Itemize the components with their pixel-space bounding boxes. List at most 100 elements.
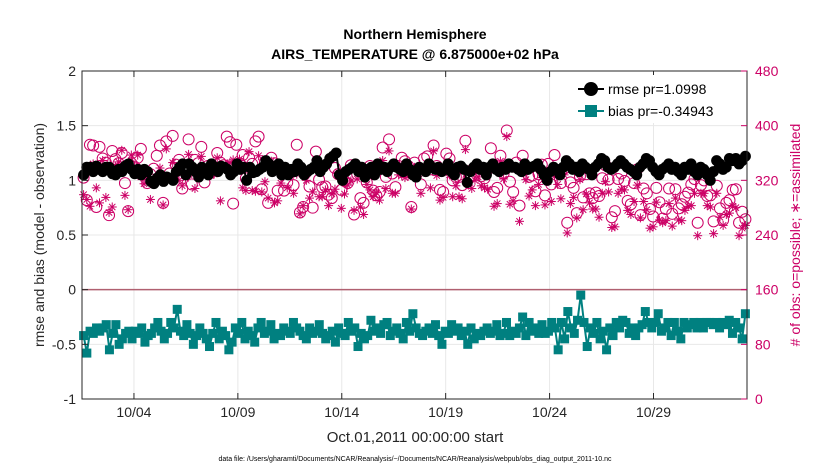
obs-possible-marker bbox=[290, 138, 303, 151]
obs-possible-marker bbox=[707, 215, 720, 228]
obs-possible-marker bbox=[561, 216, 574, 229]
bias-marker bbox=[353, 342, 363, 352]
obs-possible-marker bbox=[87, 139, 100, 152]
y-axis-right-label: # of obs: o=possible; ∗=assimilated bbox=[787, 124, 803, 347]
bias-marker bbox=[179, 331, 189, 341]
obs-possible-marker bbox=[134, 142, 147, 155]
obs-assimilated-marker bbox=[126, 150, 136, 160]
obs-possible-marker bbox=[252, 130, 265, 143]
obs-assimilated-marker bbox=[416, 188, 426, 198]
obs-assimilated-marker bbox=[123, 205, 133, 215]
bias-marker bbox=[621, 317, 631, 327]
obs-assimilated-marker bbox=[330, 184, 340, 194]
obs-assimilated-marker bbox=[620, 185, 629, 195]
obs-assimilated-marker bbox=[375, 195, 384, 205]
y-right-tick-label: 400 bbox=[755, 118, 779, 134]
asterisk-stroke bbox=[80, 191, 88, 199]
obs-possible-marker bbox=[227, 197, 240, 210]
obs-assimilated-marker bbox=[384, 146, 394, 156]
bias-marker bbox=[543, 326, 553, 336]
obs-possible-marker bbox=[306, 201, 319, 214]
axes: 10/04 10/09 10/14 10/19 10/24 10/29 -1 -0.5 0 0.5… bbox=[52, 63, 779, 420]
asterisk-stroke bbox=[305, 194, 314, 202]
rmse-marker bbox=[541, 174, 553, 186]
bias-marker bbox=[395, 328, 405, 338]
asterisk-stroke bbox=[573, 214, 581, 222]
bias-marker bbox=[466, 323, 476, 333]
asterisk-stroke bbox=[337, 204, 345, 212]
y-right-tick-label: 480 bbox=[755, 63, 779, 79]
bias-marker bbox=[569, 328, 579, 338]
asterisk-stroke bbox=[328, 190, 336, 198]
bias-marker bbox=[611, 317, 621, 327]
asterisk-stroke bbox=[363, 180, 371, 188]
asterisk-stroke bbox=[665, 200, 673, 208]
asterisk-stroke bbox=[598, 189, 606, 197]
obs-possible-marker bbox=[118, 177, 131, 190]
asterisk-stroke bbox=[407, 205, 415, 213]
asterisk-stroke bbox=[369, 193, 377, 201]
y-right-tick-label: 80 bbox=[755, 336, 771, 352]
obs-assimilated-marker bbox=[305, 193, 314, 203]
obs-assimilated-marker bbox=[161, 144, 171, 154]
asterisk-stroke bbox=[229, 156, 237, 164]
bias-marker bbox=[411, 323, 421, 333]
obs-assimilated-marker bbox=[521, 175, 531, 185]
rmse-series-layer bbox=[78, 147, 751, 190]
asterisk-stroke bbox=[668, 222, 676, 230]
legend-bias-marker bbox=[585, 105, 597, 117]
asterisk-stroke bbox=[290, 189, 298, 197]
bias-marker bbox=[637, 320, 647, 330]
bias-marker bbox=[401, 317, 411, 327]
obs-assimilated-marker bbox=[95, 198, 104, 208]
asterisk-stroke bbox=[255, 152, 263, 160]
obs-assimilated-marker bbox=[677, 216, 687, 226]
asterisk-stroke bbox=[159, 201, 167, 209]
asterisk-stroke bbox=[735, 232, 743, 240]
obs-assimilated-marker bbox=[556, 194, 566, 204]
asterisk-stroke bbox=[452, 182, 460, 190]
bias-marker bbox=[698, 323, 708, 333]
obs-assimilated-marker bbox=[390, 188, 400, 198]
bias-marker bbox=[537, 320, 547, 330]
obs-assimilated-marker bbox=[295, 209, 305, 219]
asterisk-stroke bbox=[299, 202, 307, 210]
obs-assimilated-marker bbox=[731, 203, 741, 213]
bias-marker bbox=[140, 337, 150, 347]
bias-marker bbox=[595, 334, 605, 344]
bias-marker bbox=[650, 317, 660, 327]
asterisk-stroke bbox=[430, 147, 438, 155]
asterisk-stroke bbox=[258, 188, 266, 196]
obs-assimilated-marker bbox=[91, 183, 101, 193]
obs-possible-marker bbox=[322, 188, 335, 201]
obs-assimilated-marker bbox=[690, 188, 699, 198]
obs-possible-marker bbox=[230, 138, 243, 151]
bias-marker bbox=[424, 323, 434, 333]
asterisk-stroke bbox=[121, 191, 129, 199]
asterisk-stroke bbox=[601, 178, 609, 186]
obs-assimilated-marker bbox=[527, 185, 537, 195]
legend-rmse-label: rmse pr=1.0998 bbox=[608, 81, 707, 97]
obs-possible-marker bbox=[736, 205, 749, 218]
bias-marker bbox=[498, 328, 508, 338]
bias-marker bbox=[317, 328, 327, 338]
legend-box bbox=[575, 75, 743, 123]
obs-assimilated-marker bbox=[457, 194, 467, 204]
rmse-marker bbox=[193, 171, 205, 183]
bias-marker bbox=[602, 345, 612, 355]
asterisk-stroke bbox=[547, 198, 555, 206]
asterisk-stroke bbox=[105, 208, 113, 216]
obs-assimilated-marker bbox=[336, 203, 346, 213]
asterisk-stroke bbox=[725, 209, 734, 217]
bias-marker bbox=[230, 323, 240, 333]
bias-marker bbox=[124, 326, 134, 336]
obs-possible-marker bbox=[647, 210, 660, 223]
asterisk-stroke bbox=[178, 182, 186, 190]
bias-marker bbox=[314, 320, 324, 330]
y-left-tick-label: 1.5 bbox=[57, 118, 77, 134]
asterisk-stroke bbox=[118, 146, 126, 154]
bias-marker bbox=[240, 334, 250, 344]
x-axis-label: Oct.01,2011 00:00:00 start bbox=[327, 429, 504, 446]
asterisk-stroke bbox=[95, 199, 104, 207]
x-tick-label: 10/19 bbox=[428, 404, 463, 420]
